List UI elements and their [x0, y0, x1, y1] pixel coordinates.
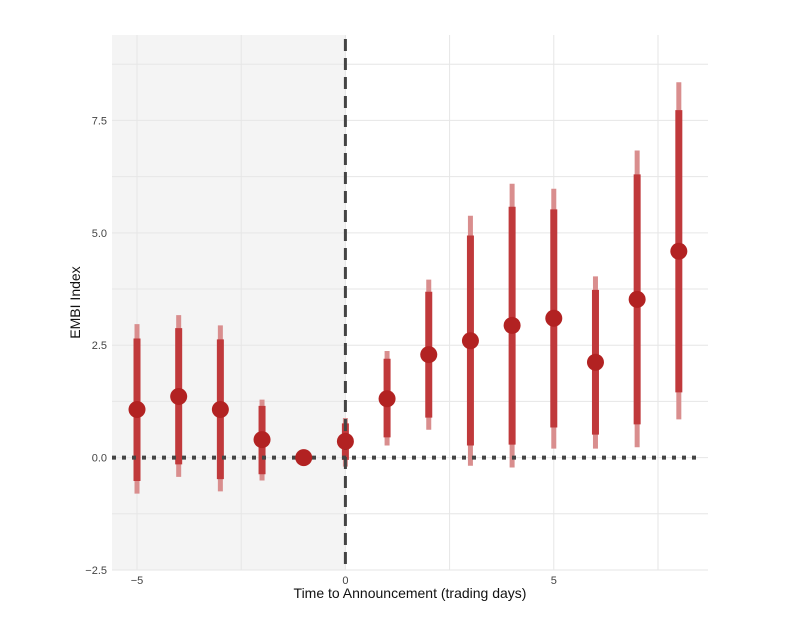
data-point	[128, 401, 146, 418]
data-point	[253, 431, 271, 449]
point-estimates	[128, 242, 688, 467]
data-point	[336, 432, 354, 450]
pre-announcement-shading	[112, 35, 346, 570]
y-tick-label: 0.0	[92, 453, 107, 465]
y-tick-label: 2.5	[92, 340, 107, 352]
x-tick-label: −5	[131, 575, 144, 587]
data-point	[461, 332, 479, 350]
data-point	[670, 242, 688, 260]
data-point	[420, 346, 438, 364]
data-point	[586, 353, 604, 371]
x-tick-label: 0	[342, 575, 348, 587]
data-point	[295, 449, 313, 467]
data-point	[628, 290, 646, 308]
x-axis-title: Time to Announcement (trading days)	[294, 585, 527, 601]
data-point	[503, 316, 521, 334]
x-axis-ticks: −5 0 5	[131, 575, 557, 587]
y-tick-label: 5.0	[92, 228, 107, 240]
data-point	[211, 401, 229, 418]
data-point	[170, 387, 188, 405]
y-tick-label: −2.5	[85, 565, 107, 577]
y-axis-ticks: −2.5 0.0 2.5 5.0 7.5	[85, 115, 107, 577]
data-point	[378, 390, 396, 408]
y-axis-title: EMBI Index	[67, 266, 83, 338]
data-point	[545, 309, 563, 327]
x-tick-label: 5	[551, 575, 557, 587]
y-tick-label: 7.5	[92, 115, 107, 127]
